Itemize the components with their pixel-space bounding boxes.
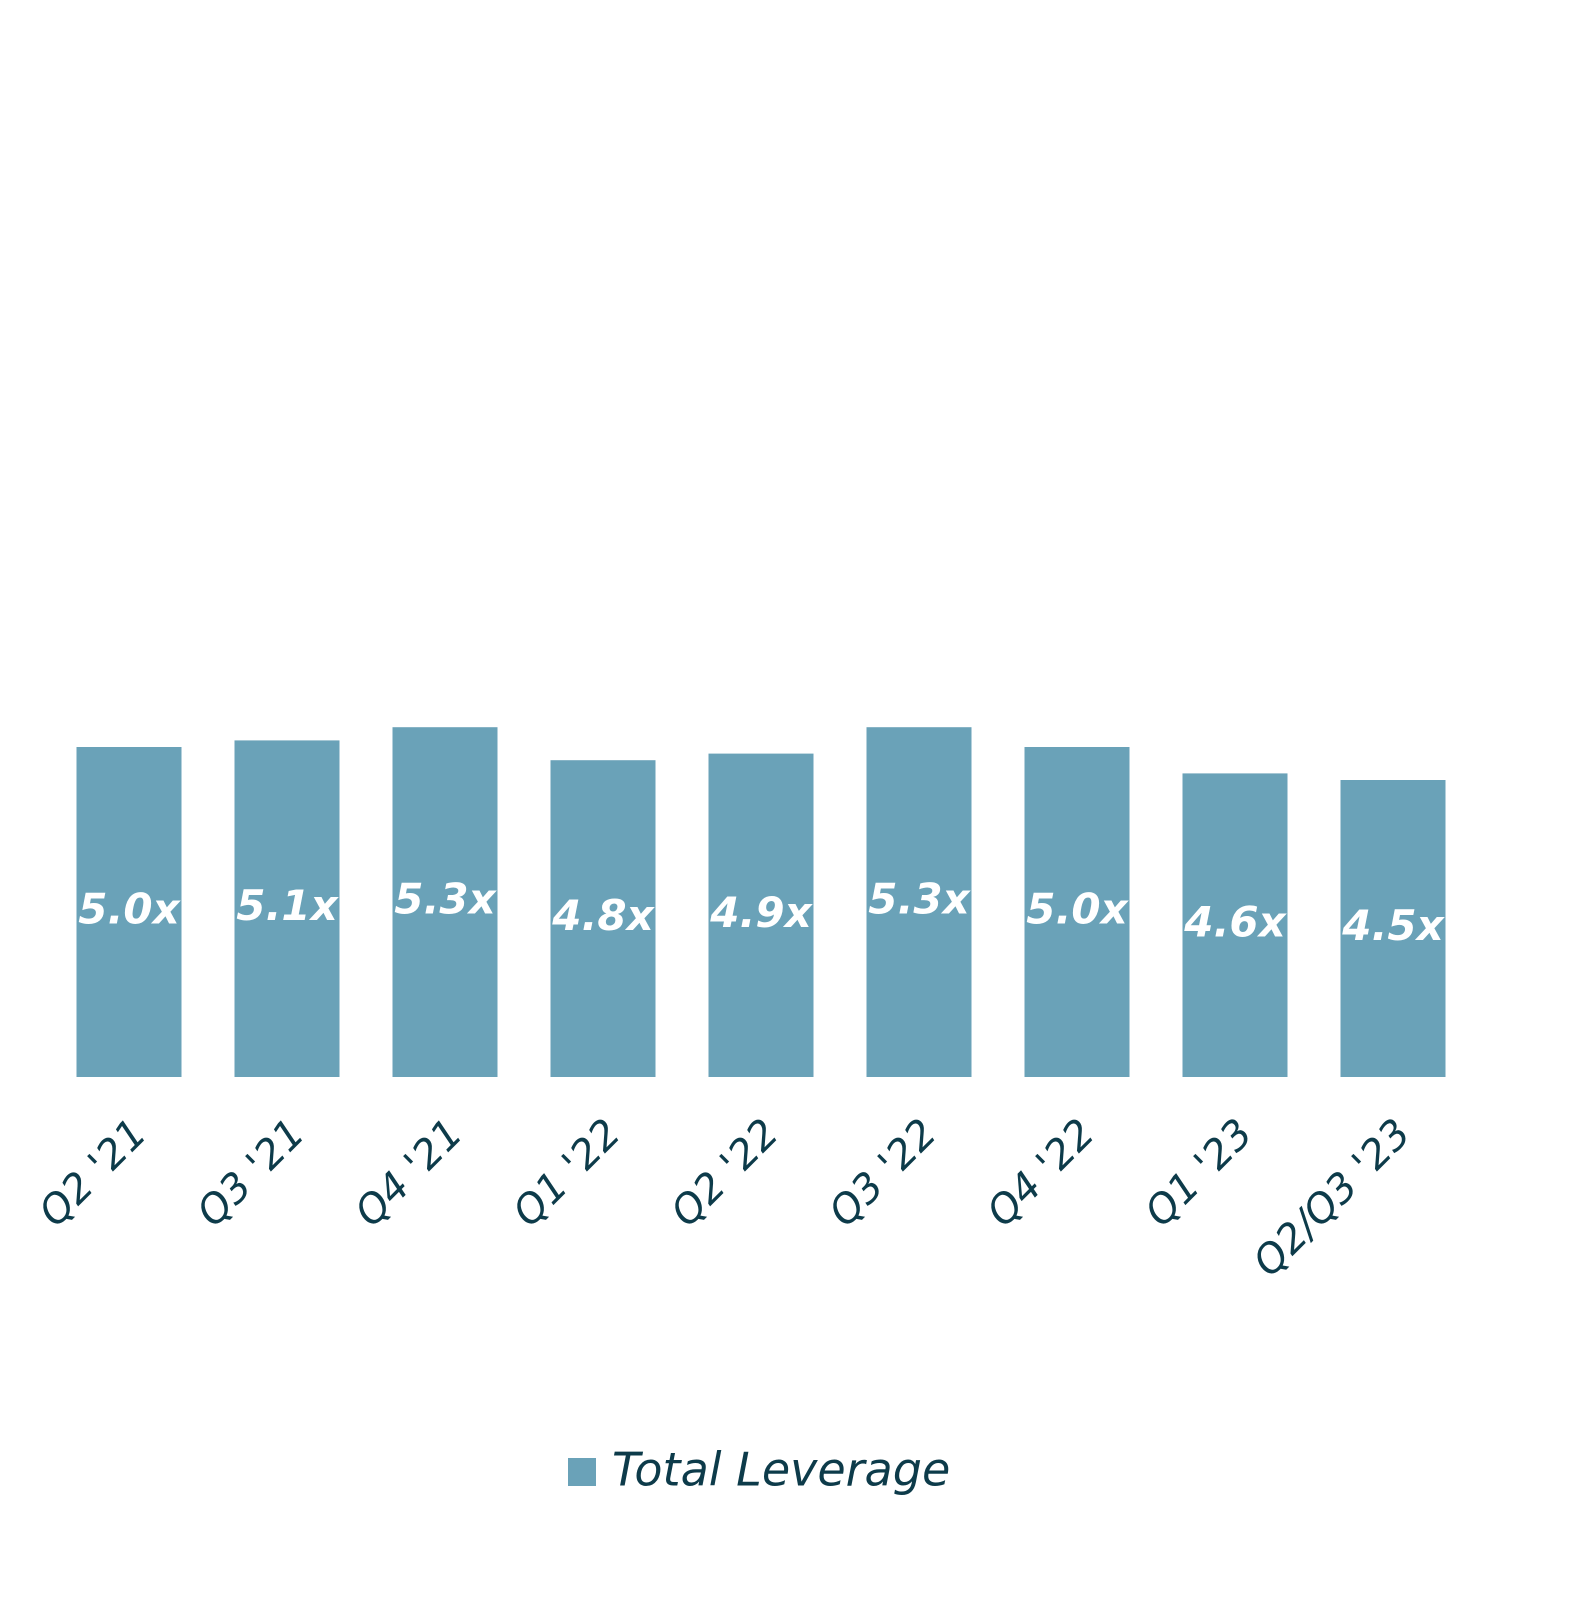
x-tick-label: Q3 '21 [188,1110,314,1236]
x-tick-label: Q1 '22 [504,1110,630,1236]
x-tick-label: Q3 '22 [820,1110,946,1236]
legend-label: Total Leverage [612,1443,950,1497]
x-tick-label: Q2/Q3 '23 [1245,1110,1420,1285]
value-label: 5.1x [236,881,339,930]
bar [76,747,182,1077]
bar [392,727,498,1077]
bar [866,727,972,1077]
x-tick-label: Q2 '22 [662,1110,788,1236]
bar [550,760,656,1077]
x-tick-label: Q2 '21 [30,1110,156,1236]
x-tick-label: Q4 '21 [346,1110,472,1236]
bar [234,740,340,1077]
value-label: 5.3x [394,875,497,924]
bar [1024,747,1130,1077]
x-tick-label: Q1 '23 [1136,1110,1262,1236]
x-tick-label: Q4 '22 [978,1110,1104,1236]
value-label: 4.5x [1341,901,1445,950]
value-label: 4.9x [709,888,813,937]
value-label: 5.3x [868,875,971,924]
bar [708,753,814,1077]
legend-swatch [568,1458,596,1486]
bar [1182,773,1288,1077]
bar [1340,780,1446,1077]
value-label: 4.8x [551,891,655,940]
value-label: 5.0x [78,885,181,934]
value-label: 4.6x [1183,898,1287,947]
value-label: 5.0x [1026,885,1129,934]
